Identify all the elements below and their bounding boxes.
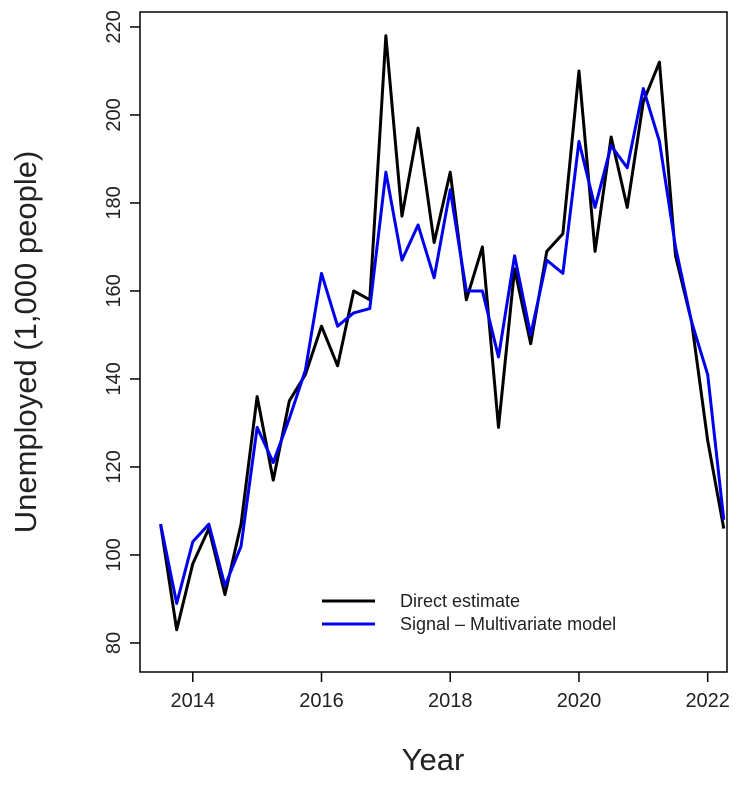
y-tick-label: 160 — [103, 274, 125, 307]
y-tick-label: 220 — [103, 10, 125, 43]
series-line — [159, 87, 726, 605]
y-tick-label: 100 — [103, 538, 125, 571]
y-tick-label: 120 — [103, 450, 125, 483]
legend-label: Direct estimate — [400, 591, 520, 611]
x-tick-label: 2014 — [171, 690, 216, 712]
y-tick-label: 80 — [103, 632, 125, 654]
legend-label: Signal – Multivariate model — [400, 614, 616, 634]
plot-frame — [139, 11, 728, 673]
x-tick-label: 2020 — [557, 690, 602, 712]
y-tick-label: 200 — [103, 98, 125, 131]
y-axis-title: Unemployed (1,000 people) — [8, 151, 43, 534]
x-axis-title: Year — [402, 742, 465, 777]
series-line — [159, 34, 726, 632]
y-tick-label: 180 — [103, 186, 125, 219]
x-tick-label: 2016 — [299, 690, 344, 712]
x-tick-label: 2022 — [685, 690, 730, 712]
y-tick-label: 140 — [103, 362, 125, 395]
x-tick-label: 2018 — [428, 690, 473, 712]
